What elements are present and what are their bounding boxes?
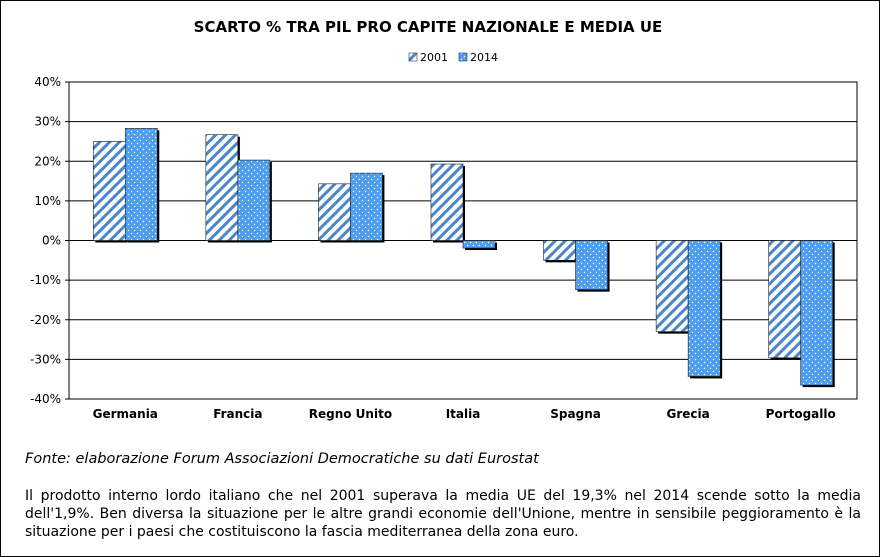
bar-2001-francia [205,134,239,241]
x-category-label: Germania [93,407,158,421]
bar-chart: SCARTO % TRA PIL PRO CAPITE NAZIONALE E … [30,18,858,421]
gridlines [69,81,857,400]
x-category-label: Regno Unito [309,407,392,421]
bar-2001-portogallo [768,240,802,359]
y-tick-label: -40% [30,392,61,406]
bar-2014-grecia [687,240,721,377]
legend-label-2014: 2014 [470,51,498,64]
x-category-label: Grecia [667,407,710,421]
bar-2014-germania [124,128,158,241]
bar-2014-regno-unito [350,172,383,241]
y-tick-label: -30% [30,352,61,366]
chart-title: SCARTO % TRA PIL PRO CAPITE NAZIONALE E … [194,18,663,36]
y-tick-label: 0% [42,234,61,248]
source-caption: Fonte: elaborazione Forum Associazioni D… [25,451,539,467]
description-paragraph: Il prodotto interno lordo italiano che n… [25,488,861,540]
bar-2014-spagna [575,240,608,290]
legend-label-2001: 2001 [420,51,448,64]
bar-2014-italia [462,240,496,249]
bar-2001-italia [430,163,464,241]
x-category-label: Portogallo [766,407,836,421]
bar-2001-spagna [543,240,576,261]
y-tick-label: -20% [30,313,61,327]
legend: 2001 2014 [408,51,498,64]
x-category-label: Italia [446,407,481,421]
bar-2001-germania [92,141,126,241]
y-tick-label: -10% [30,273,61,287]
bar-2014-francia [237,159,271,241]
x-axis: Germania Francia Regno Unito Italia Spagna Gr… [93,407,836,421]
y-tick-label: 10% [34,194,61,208]
bars [92,128,835,388]
y-tick-label: 30% [34,115,61,129]
bar-2014-portogallo [800,240,834,386]
y-axis: 40% 30% 20% 10% 0% -10% -20% -30% -40% [30,75,69,406]
bar-2001-regno-unito [318,183,351,241]
y-tick-label: 20% [34,154,61,168]
x-category-label: Spagna [550,407,601,421]
legend-swatch-2014 [458,52,468,62]
bar-2001-grecia [655,240,689,332]
legend-swatch-2001 [408,52,418,62]
x-category-label: Francia [213,407,262,421]
y-tick-label: 40% [34,75,61,89]
